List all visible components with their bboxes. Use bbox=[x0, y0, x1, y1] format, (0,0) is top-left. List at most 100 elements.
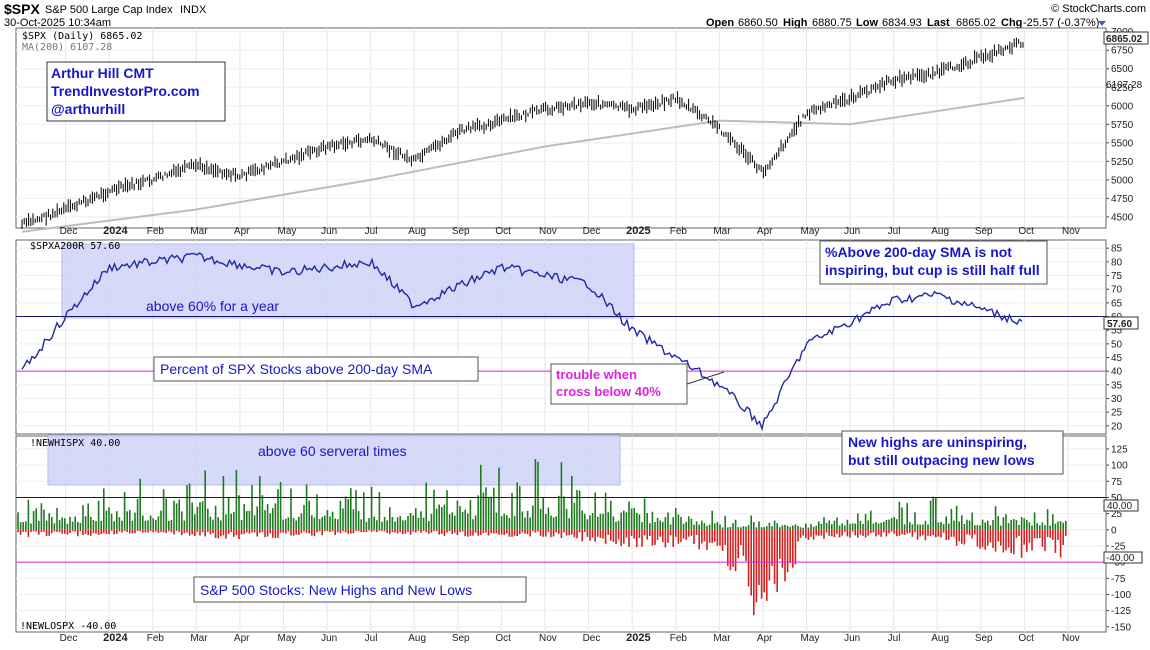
x-tick-jul-bottom: Jul bbox=[888, 633, 901, 644]
nh-ref-tag: 40.00 bbox=[1107, 501, 1132, 512]
x-tick-2024-bottom: 2024 bbox=[103, 632, 128, 644]
y-tick-1-50: 50 bbox=[1111, 339, 1123, 350]
x-tick-nov-top: Nov bbox=[1062, 226, 1080, 237]
x-tick-jun-top: Jun bbox=[844, 226, 860, 237]
nhnl-title: S&P 500 Stocks: New Highs and New Lows bbox=[200, 582, 472, 598]
pct-box-text: above 60% for a year bbox=[146, 298, 279, 314]
exchange: INDX bbox=[180, 4, 207, 16]
pct-title-box bbox=[153, 356, 479, 382]
pct-line bbox=[21, 252, 1023, 432]
pct-panel-frame bbox=[15, 239, 1107, 435]
x-tick-aug-top: Aug bbox=[408, 226, 426, 237]
y-tick-0-6250: 6250 bbox=[1111, 83, 1134, 94]
x-tick-feb-bottom: Feb bbox=[670, 633, 688, 644]
x-tick-dec-bottom: Dec bbox=[60, 633, 78, 644]
x-tick-jun-bottom: Jun bbox=[844, 633, 860, 644]
price-last-tag: 6865.02 bbox=[1106, 34, 1143, 45]
author-box bbox=[46, 61, 226, 122]
x-tick-sep-bottom: Sep bbox=[975, 633, 993, 644]
y-tick-2--75: -75 bbox=[1111, 574, 1126, 585]
x-tick-aug-bottom: Aug bbox=[931, 633, 949, 644]
y-tick-2-125: 125 bbox=[1111, 444, 1128, 455]
x-tick-oct-bottom: Oct bbox=[1018, 633, 1034, 644]
nhnl-highlight-box bbox=[47, 434, 621, 486]
last-value: 6865.02 bbox=[956, 17, 996, 29]
x-tick-jul-top: Jul bbox=[888, 226, 901, 237]
ohlc-bar: Open 6860.50 High 6880.75 Low 6834.93 La… bbox=[706, 17, 1106, 29]
y-tick-2-50: 50 bbox=[1111, 493, 1123, 504]
x-tick-nov-bottom: Nov bbox=[1062, 633, 1080, 644]
pct-legend: $SPXA200R 57.60 bbox=[30, 241, 120, 252]
nhnl-note-line-1: New highs are uninspiring, bbox=[848, 434, 1027, 450]
y-tick-0-4750: 4750 bbox=[1111, 194, 1134, 205]
x-tick-may-bottom: May bbox=[801, 633, 820, 644]
dropdown-icon[interactable] bbox=[1098, 21, 1106, 26]
nhnl-title-box bbox=[193, 576, 527, 603]
x-tick-sep-top: Sep bbox=[452, 226, 470, 237]
y-tick-2--25: -25 bbox=[1111, 541, 1126, 552]
nhnl-note-line-2: but still outpacing new lows bbox=[848, 452, 1035, 468]
open-value: 6860.50 bbox=[738, 17, 778, 29]
high-label: High bbox=[783, 17, 808, 29]
pct-note-line-2: inspiring, but cup is still half full bbox=[825, 262, 1040, 278]
x-tick-apr-bottom: Apr bbox=[757, 633, 773, 644]
y-tick-1-85: 85 bbox=[1111, 244, 1123, 255]
y-tick-0-4500: 4500 bbox=[1111, 212, 1134, 223]
y-tick-1-80: 80 bbox=[1111, 257, 1123, 268]
x-tick-sep-top: Sep bbox=[975, 226, 993, 237]
y-tick-2-0: 0 bbox=[1111, 525, 1117, 536]
x-tick-mar-bottom: Mar bbox=[190, 633, 208, 644]
author-line-1: Arthur Hill CMT bbox=[51, 65, 154, 81]
price-legend-ma: MA(200) 6107.28 bbox=[22, 42, 112, 53]
chart-marks bbox=[16, 37, 1106, 616]
x-tick-nov-top: Nov bbox=[539, 226, 557, 237]
x-tick-feb-top: Feb bbox=[670, 226, 688, 237]
price-legend: $SPX (Daily) 6865.02 MA(200) 6107.28 bbox=[22, 31, 142, 53]
x-tick-dec-bottom: Dec bbox=[583, 633, 601, 644]
nhnl-legend-highs: !NEWHISPX 40.00 bbox=[30, 438, 120, 449]
x-tick-mar-bottom: Mar bbox=[713, 633, 731, 644]
x-tick-2024-top: 2024 bbox=[103, 225, 128, 237]
y-tick-2-100: 100 bbox=[1111, 461, 1128, 472]
x-tick-may-bottom: May bbox=[278, 633, 297, 644]
low-value: 6834.93 bbox=[882, 17, 922, 29]
y-tick-1-55: 55 bbox=[1111, 326, 1123, 337]
nl-ref-tag: -40.00 bbox=[1106, 553, 1135, 564]
trouble-line-1: trouble when bbox=[556, 367, 637, 382]
x-tick-2025-top: 2025 bbox=[626, 225, 650, 237]
author-line-3: @arthurhill bbox=[51, 101, 125, 117]
x-tick-nov-bottom: Nov bbox=[539, 633, 557, 644]
x-tick-2025-bottom: 2025 bbox=[626, 632, 650, 644]
x-tick-may-top: May bbox=[278, 226, 297, 237]
x-tick-aug-bottom: Aug bbox=[408, 633, 426, 644]
timestamp: 30-Oct-2025 10:34am bbox=[4, 17, 111, 29]
y-tick-0-5500: 5500 bbox=[1111, 138, 1134, 149]
x-axis-ticks: Dec Dec 2024 2024 Feb Feb Mar Mar Apr Apr May May Ju… bbox=[60, 225, 1080, 644]
x-tick-jun-bottom: Jun bbox=[321, 633, 337, 644]
y-tick-0-6000: 6000 bbox=[1111, 101, 1134, 112]
last-value-tags: 6865.02 6107.28 57.60 40.00 -40.00 bbox=[1103, 31, 1149, 564]
high-value: 6880.75 bbox=[812, 17, 852, 29]
nhnl-note-box bbox=[841, 430, 1064, 475]
price-panel-frame bbox=[15, 27, 1107, 229]
y-tick-1-35: 35 bbox=[1111, 380, 1123, 391]
open-label: Open bbox=[706, 17, 734, 29]
price-legend-spx: $SPX (Daily) 6865.02 bbox=[22, 31, 142, 42]
x-tick-mar-top: Mar bbox=[713, 226, 731, 237]
y-tick-0-6750: 6750 bbox=[1111, 46, 1134, 57]
y-tick-1-40: 40 bbox=[1111, 367, 1123, 378]
x-tick-oct-bottom: Oct bbox=[495, 633, 511, 644]
y-tick-2--100: -100 bbox=[1111, 590, 1131, 601]
y-tick-1-70: 70 bbox=[1111, 285, 1123, 296]
pct-note-box bbox=[819, 240, 1048, 285]
y-tick-0-5000: 5000 bbox=[1111, 175, 1134, 186]
pct-note-line-1: %Above 200-day SMA is not bbox=[825, 244, 1012, 260]
y-tick-1-75: 75 bbox=[1111, 271, 1123, 282]
brand: © StockCharts.com bbox=[1051, 3, 1146, 15]
x-tick-may-top: May bbox=[801, 226, 820, 237]
y-tick-1-30: 30 bbox=[1111, 394, 1123, 405]
low-label: Low bbox=[856, 17, 878, 29]
y-tick-1-45: 45 bbox=[1111, 353, 1123, 364]
x-tick-jul-bottom: Jul bbox=[365, 633, 378, 644]
